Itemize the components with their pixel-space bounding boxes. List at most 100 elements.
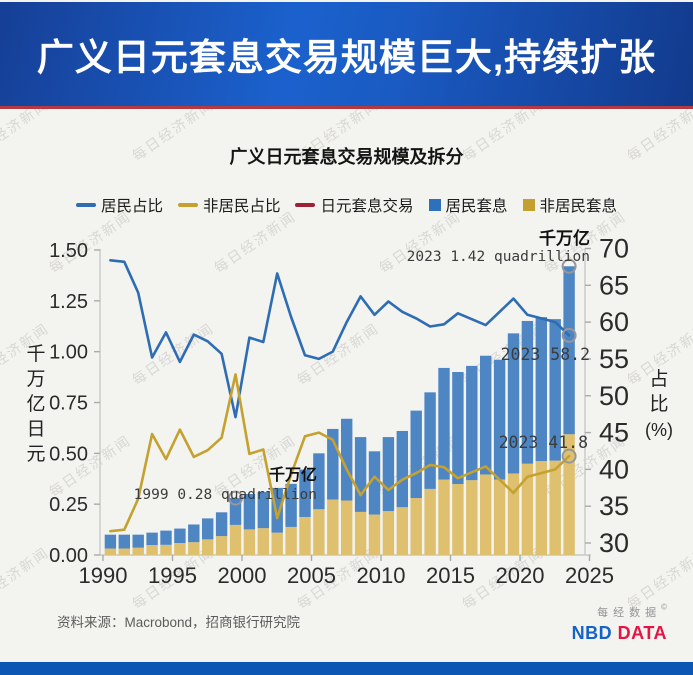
peak-value-label: 2023 1.42 quadrillion xyxy=(407,249,590,265)
bar-nonresident-1990 xyxy=(104,548,117,555)
bar-resident-1996 xyxy=(188,524,200,543)
legend-label: 日元套息交易 xyxy=(320,198,414,215)
svg-text:1995: 1995 xyxy=(148,563,197,588)
bar-nonresident-2020 xyxy=(521,463,534,555)
square-marker-icon xyxy=(428,199,441,211)
bar-nonresident-2008 xyxy=(354,511,367,555)
bar-nonresident-2007 xyxy=(341,500,353,555)
bar-resident-2004 xyxy=(299,469,311,517)
chart-plot-area: 0.00 0.25 0.50 0.75 1.00 1.25 1.50 30 35 40 45 50 55… xyxy=(0,225,693,605)
svg-text:2005: 2005 xyxy=(287,563,336,588)
svg-text:0.00: 0.00 xyxy=(49,545,88,567)
svg-text:40: 40 xyxy=(599,454,629,484)
svg-text:千: 千 xyxy=(26,343,45,365)
bar-resident-2001 xyxy=(257,491,269,529)
bar-resident-1997 xyxy=(202,518,214,540)
bar-nonresident-2016 xyxy=(466,480,478,555)
bar-nonresident-2023 xyxy=(563,434,575,555)
dash-marker-icon xyxy=(295,202,316,208)
bar-nonresident-2005 xyxy=(313,509,325,555)
bar-resident-1993 xyxy=(146,532,158,546)
svg-text:2015: 2015 xyxy=(426,563,475,588)
bar-nonresident-1994 xyxy=(160,544,172,555)
headline-title: 广义日元套息交易规模巨大,持续扩张 xyxy=(36,37,657,78)
svg-text:万: 万 xyxy=(26,369,45,390)
bar-resident-1999 xyxy=(229,498,242,525)
chart-title: 广义日元套息交易规模及拆分 xyxy=(229,147,464,167)
svg-text:0.75: 0.75 xyxy=(49,393,88,415)
square-marker-icon xyxy=(522,199,535,211)
svg-text:55: 55 xyxy=(599,344,629,374)
bar-nonresident-2010 xyxy=(382,511,395,555)
nonresident-share-line xyxy=(109,373,571,533)
svg-text:1.50: 1.50 xyxy=(49,240,88,262)
bar-nonresident-1996 xyxy=(188,542,200,555)
legend-item-日元套息交易: 日元套息交易 xyxy=(295,194,414,216)
bar-resident-2021 xyxy=(535,317,547,462)
bar-nonresident-1999 xyxy=(229,524,242,555)
bar-resident-2014 xyxy=(438,367,450,480)
dash-marker-icon xyxy=(75,202,96,208)
stacked-bars xyxy=(104,266,575,555)
data-source-note: 资料来源：Macrobond，招商银行研究院 xyxy=(57,615,301,630)
bar-resident-2003 xyxy=(285,483,297,527)
svg-text:2020: 2020 xyxy=(496,563,545,588)
nbd-data-logo: 每经数据© NBD DATA xyxy=(572,602,667,645)
legend-item-居民占比: 居民占比 xyxy=(75,194,163,216)
bar-resident-2006 xyxy=(327,428,339,500)
svg-text:65: 65 xyxy=(599,270,629,300)
svg-text:1.25: 1.25 xyxy=(49,291,88,313)
bar-resident-2002 xyxy=(271,487,283,533)
headline-banner: 广义日元套息交易规模巨大,持续扩张 xyxy=(0,2,693,106)
bar-nonresident-2019 xyxy=(507,473,520,555)
registered-mark-icon: © xyxy=(661,602,667,612)
trough-unit-label: 千万亿 xyxy=(269,465,317,484)
chart-legend: 居民占比 非居民占比 日元套息交易 居民套息 非居民套息 xyxy=(0,194,693,216)
bar-nonresident-1992 xyxy=(132,547,144,555)
bar-resident-1995 xyxy=(174,528,186,544)
bar-nonresident-2002 xyxy=(271,532,283,555)
bar-resident-2018 xyxy=(493,359,506,480)
svg-text:1.00: 1.00 xyxy=(49,342,88,364)
highlight-circle-icon xyxy=(561,327,577,343)
svg-text:占: 占 xyxy=(649,368,668,390)
svg-text:0.25: 0.25 xyxy=(49,494,88,516)
bar-nonresident-2000 xyxy=(243,529,256,555)
svg-text:1990: 1990 xyxy=(79,563,128,588)
banner-red-divider xyxy=(0,106,693,109)
bar-resident-2016 xyxy=(466,365,478,481)
bar-nonresident-2001 xyxy=(257,528,269,555)
nbd-logo-red-text: DATA xyxy=(617,623,667,643)
bar-nonresident-1993 xyxy=(146,545,158,555)
legend-label: 非居民套息 xyxy=(539,198,618,215)
bar-resident-1990 xyxy=(104,534,117,549)
bar-nonresident-2012 xyxy=(410,498,422,555)
svg-text:(%): (%) xyxy=(645,420,673,440)
bar-nonresident-1998 xyxy=(215,536,228,555)
svg-text:2000: 2000 xyxy=(218,563,267,588)
bar-resident-2015 xyxy=(452,372,464,485)
svg-text:亿: 亿 xyxy=(26,393,45,415)
bar-nonresident-2003 xyxy=(285,526,297,555)
highlight-circle-icon xyxy=(561,258,577,274)
legend-label: 非居民占比 xyxy=(202,198,281,215)
bar-resident-1992 xyxy=(132,534,144,548)
dash-marker-icon xyxy=(177,202,198,208)
bar-resident-2013 xyxy=(424,392,436,489)
svg-text:日: 日 xyxy=(26,419,45,440)
svg-text:50: 50 xyxy=(599,381,629,411)
bar-resident-1998 xyxy=(215,512,228,537)
nbd-logo-chinese: 每经数据© xyxy=(597,602,667,619)
tick-labels: 0.00 0.25 0.50 0.75 1.00 1.25 1.50 30 35 40 45 50 55… xyxy=(49,234,629,589)
svg-text:70: 70 xyxy=(599,234,629,264)
bar-resident-2010 xyxy=(382,437,395,512)
bar-nonresident-1997 xyxy=(202,539,214,555)
bar-nonresident-2015 xyxy=(452,484,464,555)
bar-nonresident-2021 xyxy=(535,461,547,555)
bar-resident-2020 xyxy=(521,320,534,464)
svg-text:元: 元 xyxy=(26,444,45,465)
trough-value-label: 1999 0.28 quadrillion xyxy=(134,487,317,503)
